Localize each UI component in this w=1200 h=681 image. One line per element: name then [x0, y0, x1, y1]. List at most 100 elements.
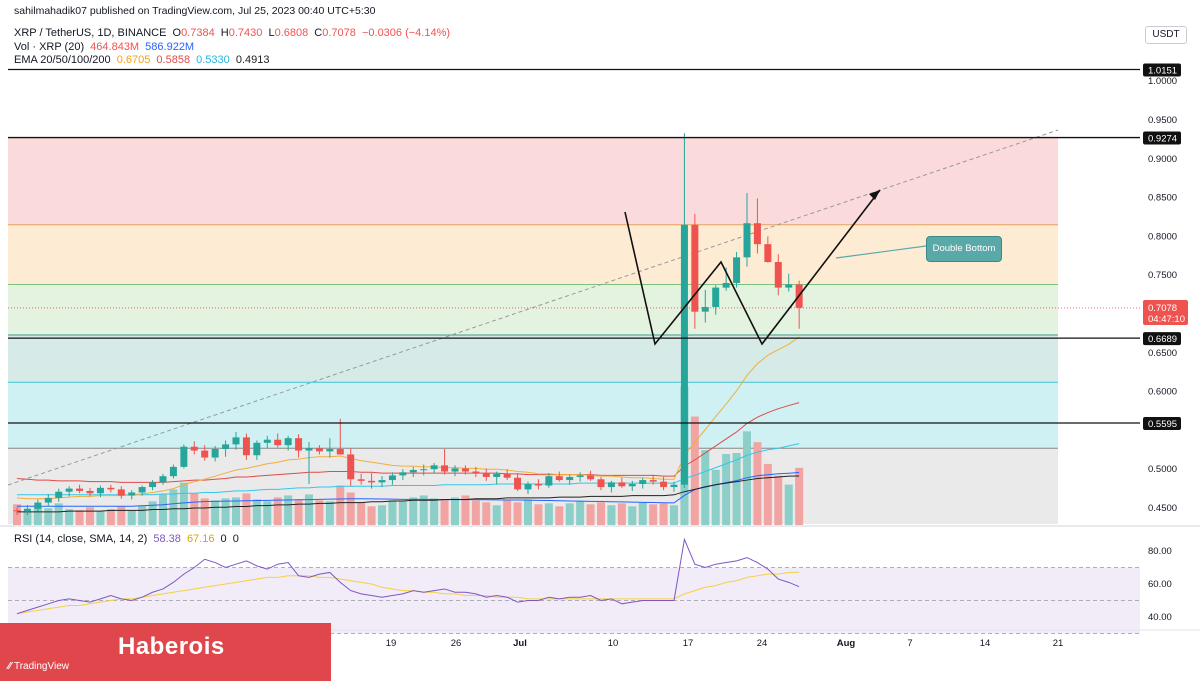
volume-bar — [305, 494, 313, 525]
volume-bar — [106, 509, 115, 525]
volume-bar — [690, 416, 699, 525]
volume-bar — [544, 503, 553, 525]
volume-bar — [86, 507, 94, 525]
candle-body — [295, 438, 303, 451]
volume-bar — [117, 506, 126, 525]
candle-body — [409, 469, 417, 473]
volume-bar — [169, 489, 178, 525]
candle-body — [649, 480, 657, 482]
time-tick-label: 17 — [683, 638, 694, 649]
tradingview-label: TradingView — [13, 661, 69, 672]
high-label: H — [220, 27, 229, 39]
time-tick-label: 21 — [1053, 638, 1064, 649]
volume-bar — [451, 497, 459, 525]
rsi-value: 58.38 — [153, 533, 181, 545]
candle-body — [44, 497, 52, 503]
candle-body — [607, 482, 615, 488]
candle-body — [733, 257, 741, 283]
candle-body — [524, 483, 532, 490]
candle-body — [138, 487, 146, 493]
volume-bar — [252, 499, 261, 525]
volume-bar — [409, 497, 418, 525]
candle-body — [96, 487, 104, 494]
rsi-line — [16, 537, 800, 615]
volume-bar — [795, 467, 804, 525]
open-value: 0.7384 — [181, 27, 215, 39]
candle-body — [587, 475, 595, 480]
candle-body — [618, 482, 626, 487]
volume-bar — [367, 506, 376, 525]
candle-body — [451, 468, 459, 472]
candle-body — [180, 446, 188, 467]
time-tick-label: Jul — [513, 638, 527, 649]
time-tick-label: Aug — [837, 638, 856, 649]
fib-zone-0 — [8, 137, 1058, 225]
volume-bar — [607, 505, 616, 525]
volume-bar — [148, 501, 157, 525]
candle-body — [743, 223, 751, 258]
volume-bar — [670, 505, 678, 525]
volume-value: 464.843M — [90, 41, 140, 53]
candle-body — [660, 481, 668, 488]
candle-body — [222, 444, 230, 450]
candle-body — [774, 262, 782, 288]
publisher-line: sahilmahadik07 published on TradingView.… — [14, 4, 378, 18]
volume-bar — [628, 506, 637, 525]
candle-body — [670, 484, 678, 488]
candle-body — [315, 448, 323, 452]
candle-body — [576, 475, 584, 477]
rsi-zero-2: 0 — [232, 533, 239, 545]
rsi-zero-1: 0 — [220, 533, 227, 545]
volume-bar — [232, 497, 240, 525]
volume-bar — [430, 498, 439, 525]
volume-bar — [211, 500, 220, 525]
ema200-value: 0.4913 — [235, 54, 270, 66]
level-price-badge — [1143, 417, 1181, 431]
candle-body — [347, 454, 355, 480]
price-tick-label: 0.7500 — [1148, 270, 1177, 281]
symbol-name: XRP / TetherUS, 1D, BINANCE — [14, 27, 167, 39]
candle-body — [263, 439, 271, 443]
rsi-band-bg — [8, 567, 1140, 634]
candle-body — [242, 437, 250, 456]
candle-body — [555, 476, 563, 481]
volume-bar — [565, 503, 574, 525]
rsi-sma-line — [16, 571, 800, 615]
level-price-label: 0.9274 — [1148, 134, 1177, 145]
candle-body — [628, 483, 636, 487]
ema-legend[interactable]: EMA 20/50/100/200 0.6705 0.5858 0.5330 0… — [14, 53, 273, 67]
low-label: L — [268, 27, 275, 39]
symbol-legend[interactable]: XRP / TetherUS, 1D, BINANCE O0.7384 H 0.7… — [14, 26, 453, 40]
candle-body — [388, 475, 396, 481]
ema20-value: 0.6705 — [116, 54, 151, 66]
rsi-tick-label: 60.00 — [1148, 579, 1172, 590]
candle-body — [55, 491, 63, 498]
price-tick-label: 0.5000 — [1148, 464, 1177, 475]
candle-body — [368, 480, 376, 483]
volume-bar — [23, 511, 32, 525]
price-tick-label: 0.4500 — [1148, 503, 1177, 514]
ema50-value: 0.5858 — [156, 54, 191, 66]
time-tick-label: 10 — [608, 638, 619, 649]
candle-body — [472, 471, 480, 474]
open-label: O — [172, 27, 182, 39]
candle-body — [190, 446, 198, 451]
fib-zone-1 — [8, 224, 1058, 285]
ema100-value: 0.5330 — [196, 54, 230, 66]
close-value: 0.7078 — [322, 27, 356, 39]
volume-bar — [440, 499, 449, 525]
candle-body — [764, 244, 772, 263]
candle-body — [34, 502, 42, 509]
candle-body — [13, 510, 21, 512]
currency-button[interactable]: USDT — [1145, 26, 1187, 44]
candle-body — [211, 449, 219, 458]
volume-bar — [419, 495, 428, 525]
volume-bar — [638, 502, 647, 525]
volume-bar — [284, 495, 293, 525]
volume-legend[interactable]: Vol · XRP (20) 464.843M 586.922M — [14, 40, 197, 54]
candle-body — [117, 489, 125, 496]
rsi-legend[interactable]: RSI (14, close, SMA, 14, 2) 58.38 67.16 … — [14, 532, 242, 546]
candle-body — [493, 473, 501, 477]
time-tick-label: 26 — [451, 638, 462, 649]
